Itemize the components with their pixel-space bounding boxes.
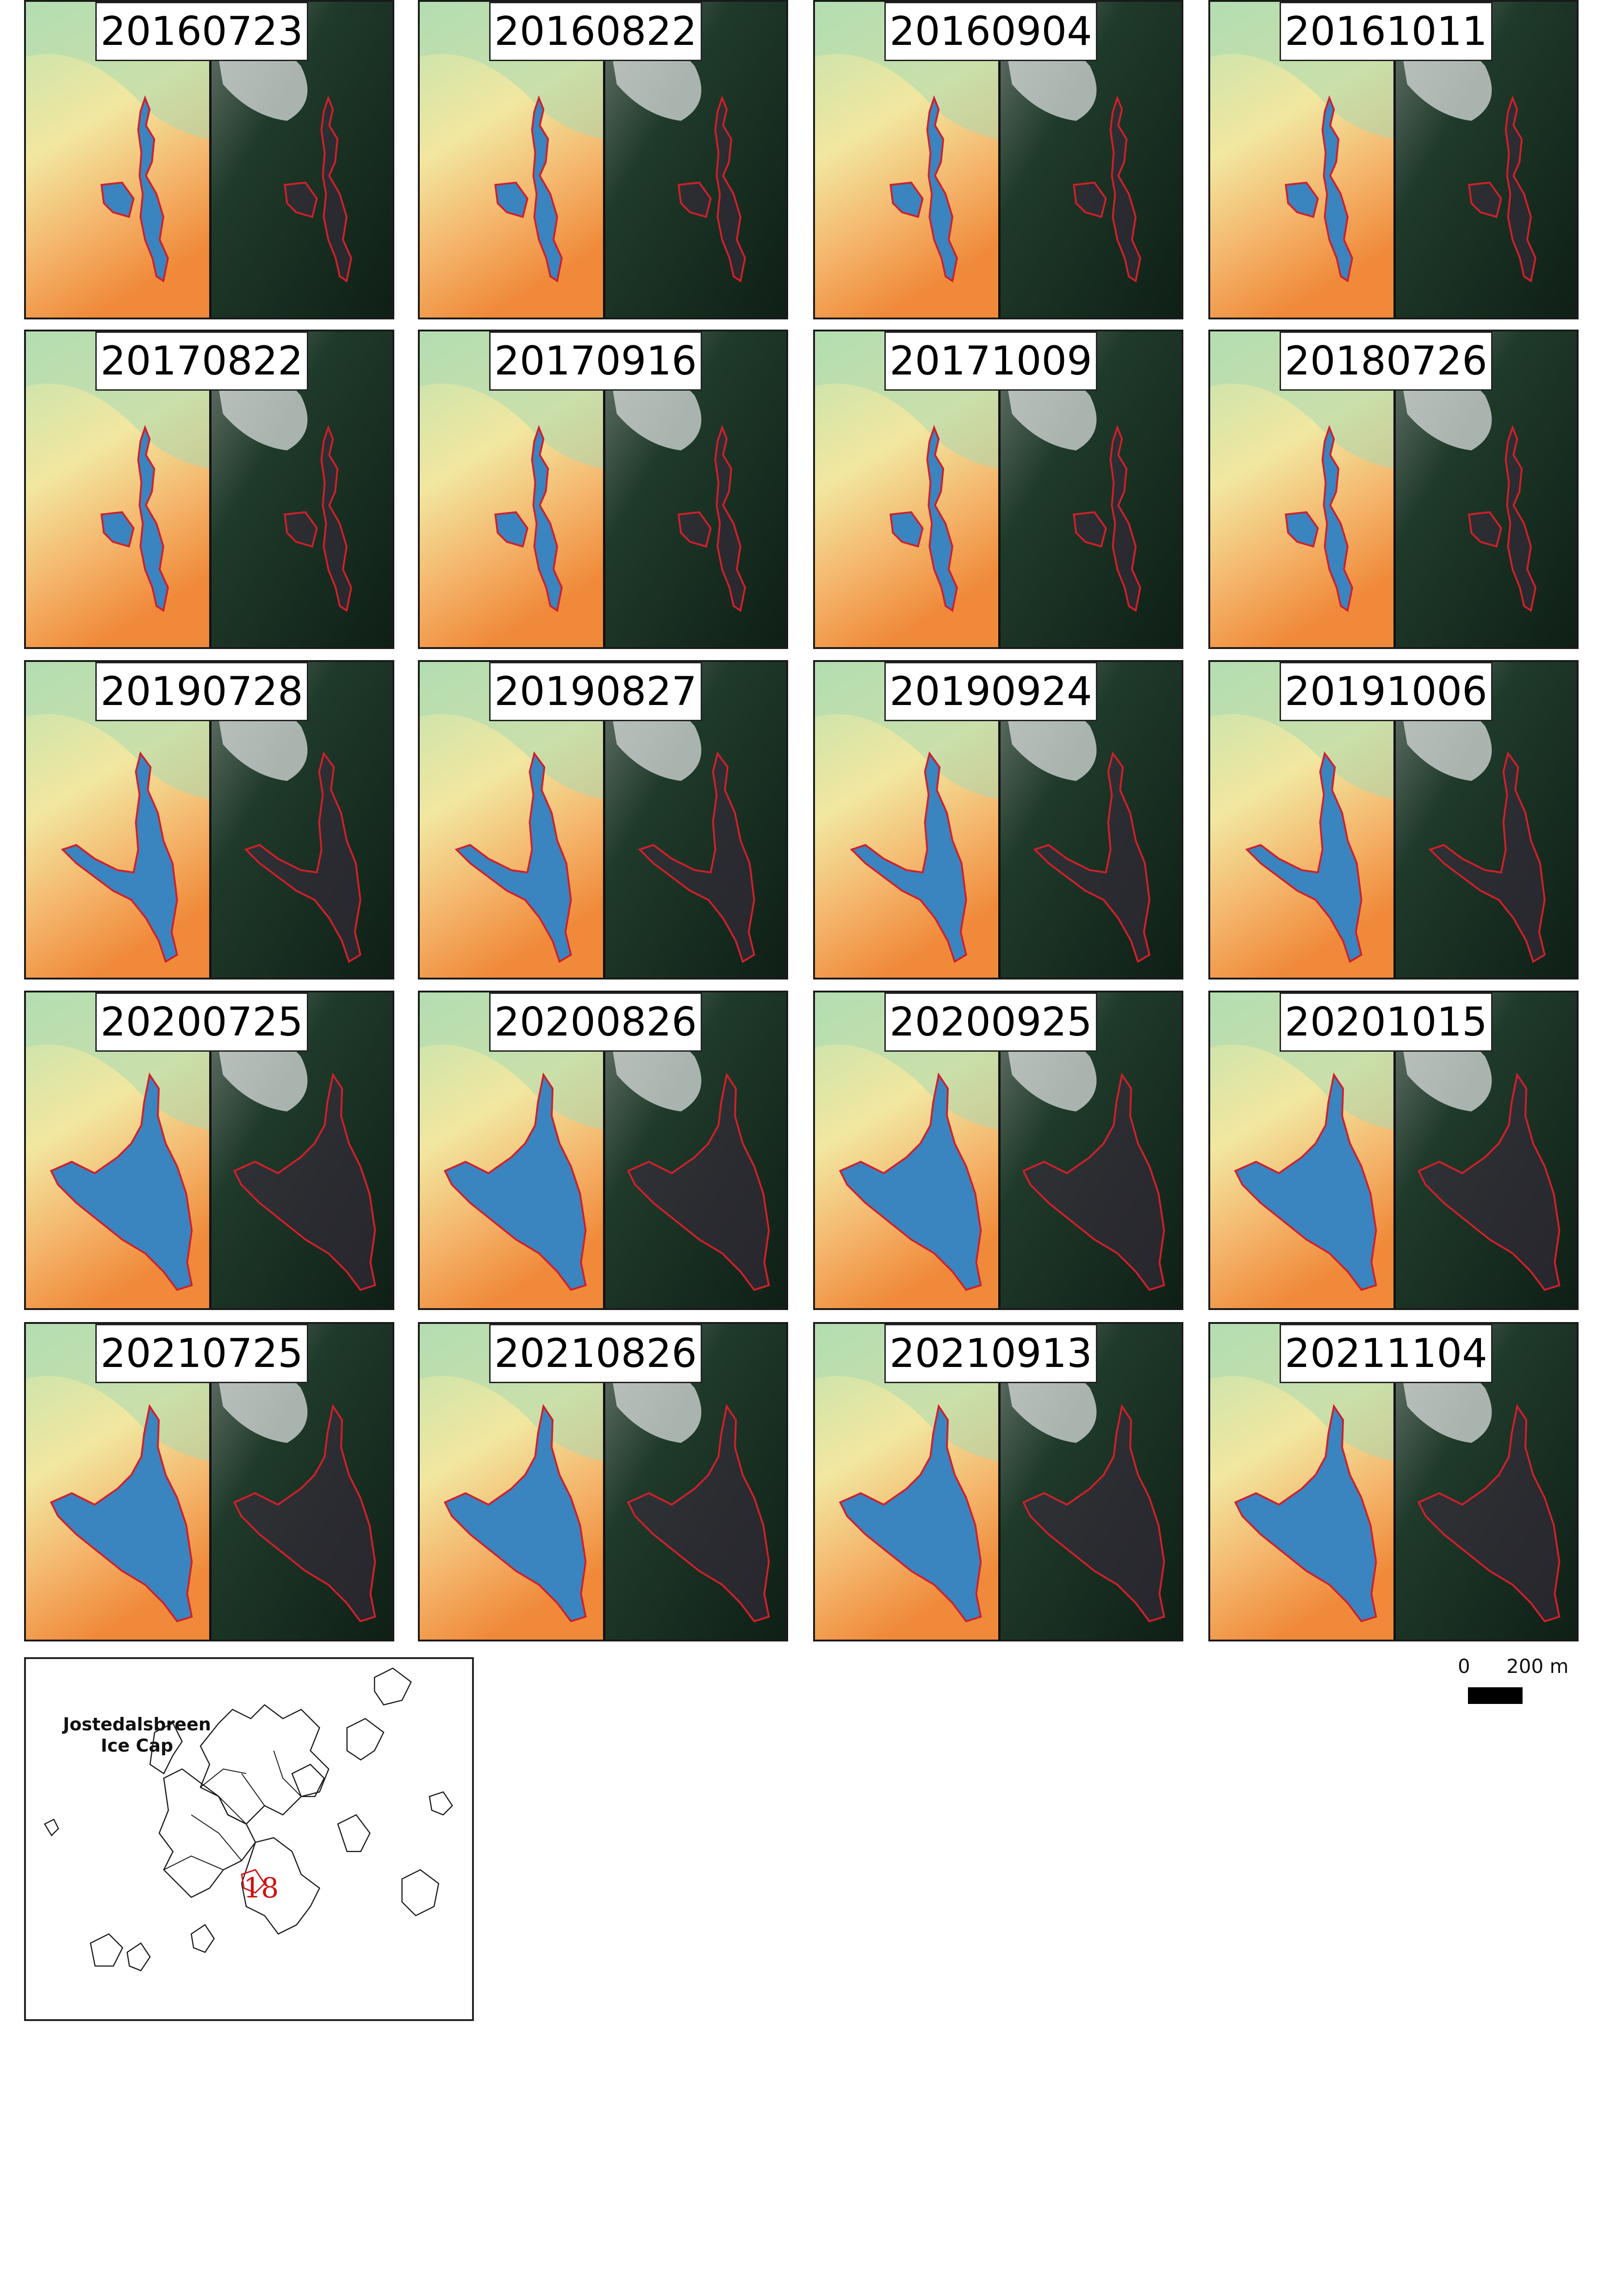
panel-divider — [209, 2, 211, 318]
panel-divider — [998, 331, 1001, 647]
glacier-outline-12 — [44, 1818, 59, 1837]
divide-line-3 — [191, 1814, 242, 1861]
panel-divider — [209, 331, 211, 647]
panel-divider — [1393, 662, 1396, 978]
panel-20171009: 20171009 — [813, 330, 1183, 649]
glacier-outline-10 — [291, 1764, 325, 1797]
panel-divider — [209, 1324, 211, 1640]
divide-line-4 — [273, 1750, 302, 1797]
panel-20161011: 20161011 — [1208, 0, 1579, 319]
panel-divider — [603, 662, 605, 978]
scale-max-label: 200 m — [1506, 1655, 1569, 1678]
panel-20190728: 20190728 — [24, 660, 394, 980]
panel-20190827: 20190827 — [418, 660, 788, 980]
scale-bar: 0 200 m — [1458, 1655, 1578, 1710]
date-label: 20170916 — [489, 331, 702, 391]
divide-line-1 — [241, 1773, 265, 1806]
glacier-outline-3 — [149, 1722, 183, 1775]
scale-zero-label: 0 — [1458, 1655, 1470, 1678]
glacier-outline-7 — [90, 1933, 124, 1967]
scale-bar-graphic — [1468, 1687, 1523, 1704]
glacier-outline-6 — [401, 1869, 440, 1916]
panel-20160904: 20160904 — [813, 0, 1183, 319]
locator-inset-map: Jostedalsbreen Ice Cap 18 — [24, 1657, 474, 2021]
panel-20210913: 20210913 — [813, 1322, 1183, 1641]
glacier-outline-8 — [126, 1942, 151, 1972]
inset-region-id: 18 — [243, 1872, 279, 1904]
date-label: 20170822 — [95, 331, 308, 391]
panel-divider — [1393, 1324, 1396, 1640]
panel-20210826: 20210826 — [418, 1322, 788, 1641]
index-image-half — [1210, 2, 1393, 318]
date-label: 20201015 — [1280, 992, 1492, 1052]
panel-divider — [603, 992, 605, 1308]
panel-20160822: 20160822 — [418, 0, 788, 319]
date-label: 20161011 — [1280, 2, 1492, 61]
panel-20170916: 20170916 — [418, 330, 788, 649]
panel-divider — [998, 662, 1001, 978]
panel-20200925: 20200925 — [813, 991, 1183, 1310]
panel-divider — [1393, 2, 1396, 318]
divide-line-0 — [218, 1796, 247, 1825]
divide-line-5 — [163, 1855, 224, 1871]
date-label: 20200826 — [489, 992, 702, 1052]
panel-20160723: 20160723 — [24, 0, 394, 319]
panel-divider — [603, 2, 605, 318]
glacier-outline-5 — [373, 1667, 412, 1706]
glacier-outline-0 — [199, 1704, 330, 1825]
glacier-outline-1 — [158, 1768, 256, 1898]
date-label: 20160822 — [489, 2, 702, 61]
glacier-outline-9 — [337, 1814, 371, 1852]
date-label: 20190827 — [489, 662, 702, 721]
date-label: 20200925 — [884, 992, 1097, 1052]
panel-divider — [209, 992, 211, 1308]
panel-divider — [603, 331, 605, 647]
date-label: 20160723 — [95, 2, 308, 61]
glacier-outline-11 — [190, 1924, 215, 1953]
highlighted-glacier — [241, 1869, 266, 1894]
panel-20201015: 20201015 — [1208, 991, 1579, 1310]
date-label: 20180726 — [1280, 331, 1492, 391]
date-label: 20211104 — [1280, 1324, 1492, 1383]
divide-line-2 — [200, 1768, 247, 1788]
inset-title: Jostedalsbreen Ice Cap — [63, 1714, 211, 1756]
panel-20191006: 20191006 — [1208, 660, 1579, 980]
panel-20210725: 20210725 — [24, 1322, 394, 1641]
glacier-outline-4 — [346, 1718, 385, 1761]
date-label: 20191006 — [1280, 662, 1492, 721]
panel-divider — [209, 662, 211, 978]
date-label: 20210826 — [489, 1324, 702, 1383]
glacier-outlines — [44, 1667, 454, 1972]
date-label: 20190924 — [884, 662, 1097, 721]
panel-divider — [1393, 992, 1396, 1308]
panel-divider — [998, 1324, 1001, 1640]
panel-20200826: 20200826 — [418, 991, 788, 1310]
panel-20190924: 20190924 — [813, 660, 1183, 980]
panel-20211104: 20211104 — [1208, 1322, 1579, 1641]
date-label: 20200725 — [95, 992, 308, 1052]
panel-divider — [998, 2, 1001, 318]
glacier-outline-2 — [241, 1837, 321, 1935]
date-label: 20160904 — [884, 2, 1097, 61]
date-label: 20210913 — [884, 1324, 1097, 1383]
date-label: 20171009 — [884, 331, 1097, 391]
glacier-outline-13 — [429, 1791, 454, 1816]
panel-20200725: 20200725 — [24, 991, 394, 1310]
panel-divider — [1393, 331, 1396, 647]
panel-20180726: 20180726 — [1208, 330, 1579, 649]
date-label: 20190728 — [95, 662, 308, 721]
panel-divider — [998, 992, 1001, 1308]
date-label: 20210725 — [95, 1324, 308, 1383]
panel-divider — [603, 1324, 605, 1640]
panel-20170822: 20170822 — [24, 330, 394, 649]
